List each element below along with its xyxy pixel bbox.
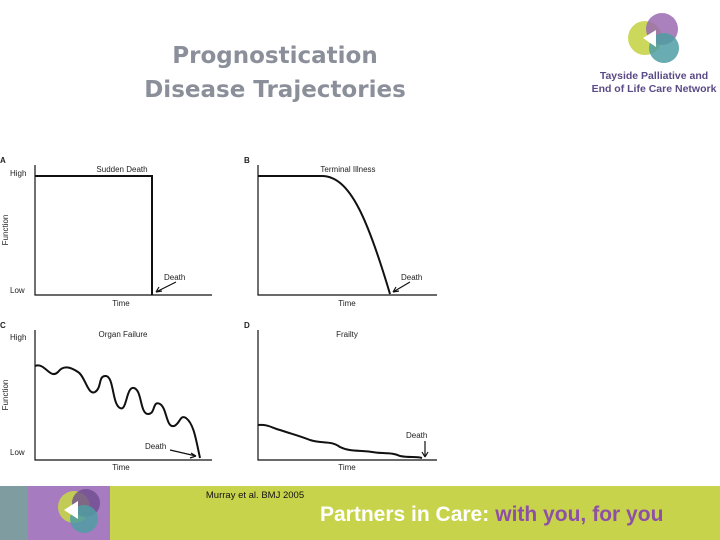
arrow — [155, 281, 177, 293]
logo-text: Tayside Palliative and — [600, 70, 708, 82]
x-label: Time — [338, 299, 356, 308]
y-low: Low — [10, 286, 25, 295]
logo-text: End of Life Care Network — [592, 83, 717, 95]
panel-letter: C — [0, 321, 6, 330]
logo: Tayside Palliative and End of Life Care … — [592, 13, 717, 95]
axes — [34, 330, 212, 461]
annotation: Death — [406, 431, 427, 440]
axes — [257, 165, 437, 296]
logo-arrow — [643, 30, 656, 47]
panel-letter: D — [244, 321, 250, 330]
annotation: Death — [145, 442, 166, 451]
arrow — [169, 449, 197, 459]
annotation: Death — [401, 273, 422, 282]
arrow — [421, 441, 429, 458]
panel-title: Frailty — [336, 330, 358, 339]
axes — [257, 330, 437, 461]
arrow — [392, 281, 411, 293]
panel-letter: B — [244, 156, 250, 165]
title-line: Prognostication — [172, 43, 377, 69]
x-label: Time — [338, 463, 356, 472]
footer-part: for you — [592, 503, 663, 526]
logo-circle — [649, 33, 679, 63]
panel-title: Terminal Illness — [320, 165, 375, 174]
panel: C Organ Failure High Low Function Time D… — [0, 321, 212, 472]
trajectory — [35, 175, 153, 295]
y-label: Function — [1, 380, 10, 411]
y-low: Low — [10, 448, 25, 457]
panel: B Terminal Illness Time Death — [244, 156, 437, 308]
panel: D Frailty Time Death — [244, 321, 437, 472]
trajectory — [34, 364, 201, 459]
footer-text: Partners in Care: with you, for you — [320, 503, 663, 526]
footer-block — [0, 486, 28, 540]
y-high: High — [10, 333, 26, 342]
citation: Murray et al. BMJ 2005 — [206, 490, 304, 501]
footer-band — [0, 486, 720, 540]
footer-part: Partners in Care: — [320, 503, 489, 526]
y-high: High — [10, 169, 26, 178]
title-line: Disease Trajectories — [144, 77, 406, 103]
x-label: Time — [112, 463, 130, 472]
panel-title: Organ Failure — [99, 330, 148, 339]
footer-part: with you, — [494, 503, 586, 526]
annotation: Death — [164, 273, 185, 282]
trajectory — [258, 175, 391, 295]
trajectory — [257, 423, 423, 459]
panel: A Sudden Death High Low Function Time De… — [0, 156, 212, 308]
logo-arrow — [64, 501, 78, 519]
panel-title: Sudden Death — [96, 165, 147, 174]
x-label: Time — [112, 299, 130, 308]
axes — [34, 165, 212, 296]
footer: Murray et al. BMJ 2005 Partners in Care:… — [0, 486, 720, 540]
y-label: Function — [1, 215, 10, 246]
panel-letter: A — [0, 156, 6, 165]
